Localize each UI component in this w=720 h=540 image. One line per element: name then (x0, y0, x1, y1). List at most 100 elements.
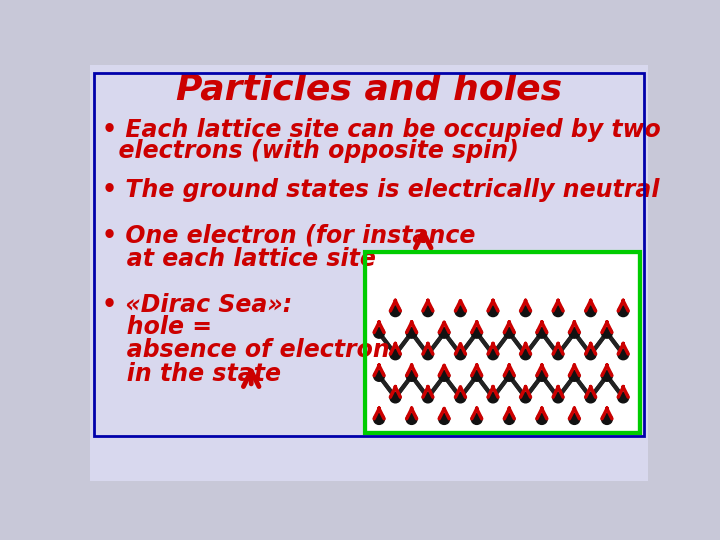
Circle shape (490, 96, 519, 126)
Circle shape (520, 349, 531, 360)
Circle shape (618, 392, 629, 403)
Bar (94, 72, 644, 436)
Circle shape (423, 306, 433, 316)
Circle shape (390, 349, 401, 360)
Circle shape (608, 64, 638, 93)
Text: absence of electron: absence of electron (102, 338, 390, 362)
Circle shape (520, 392, 531, 403)
Circle shape (575, 102, 585, 111)
Circle shape (338, 70, 347, 79)
Circle shape (589, 80, 618, 110)
Circle shape (213, 64, 243, 93)
Circle shape (553, 306, 564, 316)
Circle shape (629, 80, 658, 110)
Circle shape (94, 96, 124, 126)
Circle shape (397, 85, 407, 95)
Circle shape (411, 64, 441, 93)
Circle shape (240, 85, 249, 95)
Text: hole =: hole = (102, 315, 212, 339)
Circle shape (259, 70, 269, 79)
Circle shape (319, 85, 328, 95)
Circle shape (601, 370, 612, 381)
Circle shape (121, 85, 130, 95)
Circle shape (377, 70, 387, 79)
Circle shape (372, 64, 401, 93)
Bar (365, 252, 640, 433)
Circle shape (374, 414, 384, 424)
Circle shape (411, 96, 441, 126)
Circle shape (253, 96, 282, 126)
Circle shape (174, 96, 203, 126)
Circle shape (585, 392, 596, 403)
Circle shape (154, 80, 184, 110)
Circle shape (358, 85, 367, 95)
Circle shape (417, 102, 426, 111)
Circle shape (338, 102, 347, 111)
Circle shape (654, 102, 664, 111)
Circle shape (553, 392, 564, 403)
Circle shape (390, 392, 401, 403)
Circle shape (390, 306, 401, 316)
Text: at each lattice site: at each lattice site (102, 247, 376, 271)
Circle shape (585, 306, 596, 316)
Circle shape (114, 80, 144, 110)
Circle shape (585, 349, 596, 360)
Bar (640, 65, 648, 481)
Circle shape (377, 102, 387, 111)
Circle shape (504, 327, 515, 338)
Circle shape (259, 102, 269, 111)
Circle shape (569, 327, 580, 338)
Circle shape (372, 96, 401, 126)
Circle shape (615, 70, 624, 79)
Circle shape (194, 80, 223, 110)
Circle shape (618, 306, 629, 316)
Circle shape (101, 102, 110, 111)
Circle shape (134, 64, 163, 93)
Circle shape (553, 349, 564, 360)
Circle shape (332, 64, 361, 93)
Circle shape (569, 96, 598, 126)
Circle shape (180, 70, 189, 79)
Circle shape (536, 414, 547, 424)
Circle shape (451, 96, 480, 126)
Circle shape (618, 349, 629, 360)
Circle shape (406, 370, 417, 381)
Circle shape (520, 306, 531, 316)
Circle shape (472, 370, 482, 381)
Circle shape (451, 64, 480, 93)
Circle shape (569, 64, 598, 93)
Bar (90, 65, 365, 481)
Circle shape (601, 327, 612, 338)
Circle shape (253, 64, 282, 93)
Circle shape (536, 327, 547, 338)
Circle shape (292, 64, 322, 93)
Text: electrons (with opposite spin): electrons (with opposite spin) (102, 139, 518, 163)
Circle shape (94, 64, 124, 93)
Circle shape (504, 414, 515, 424)
Circle shape (529, 96, 559, 126)
Circle shape (431, 80, 461, 110)
Circle shape (496, 102, 505, 111)
Circle shape (490, 64, 519, 93)
Circle shape (529, 64, 559, 93)
Circle shape (134, 96, 163, 126)
Bar (365, 433, 640, 481)
Circle shape (406, 414, 417, 424)
Bar (365, 252, 640, 433)
Circle shape (487, 349, 498, 360)
Text: • One electron (for instance: • One electron (for instance (102, 224, 475, 248)
Circle shape (292, 96, 322, 126)
Circle shape (569, 414, 580, 424)
Circle shape (595, 85, 605, 95)
Circle shape (477, 85, 486, 95)
Circle shape (648, 64, 678, 93)
Circle shape (536, 70, 545, 79)
Circle shape (575, 70, 585, 79)
Circle shape (438, 327, 449, 338)
Circle shape (608, 96, 638, 126)
Circle shape (601, 414, 612, 424)
Text: • «Dirac Sea»:: • «Dirac Sea»: (102, 293, 292, 317)
Circle shape (417, 70, 426, 79)
Circle shape (332, 96, 361, 126)
Circle shape (140, 102, 150, 111)
